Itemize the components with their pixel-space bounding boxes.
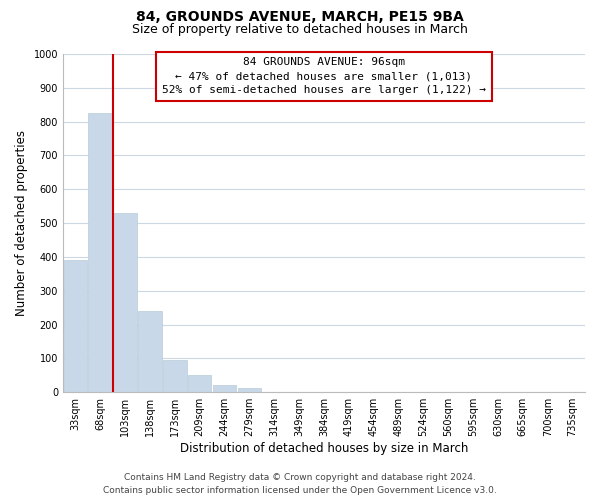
Bar bbox=[88, 112, 112, 392]
Text: 84 GROUNDS AVENUE: 96sqm
← 47% of detached houses are smaller (1,013)
52% of sem: 84 GROUNDS AVENUE: 96sqm ← 47% of detach… bbox=[162, 58, 486, 96]
Bar bbox=[163, 360, 187, 392]
Bar bbox=[238, 388, 261, 392]
Text: Contains HM Land Registry data © Crown copyright and database right 2024.
Contai: Contains HM Land Registry data © Crown c… bbox=[103, 474, 497, 495]
Bar bbox=[138, 310, 162, 392]
Text: 84, GROUNDS AVENUE, MARCH, PE15 9BA: 84, GROUNDS AVENUE, MARCH, PE15 9BA bbox=[136, 10, 464, 24]
X-axis label: Distribution of detached houses by size in March: Distribution of detached houses by size … bbox=[180, 442, 468, 455]
Bar bbox=[213, 386, 236, 392]
Bar bbox=[113, 213, 137, 392]
Y-axis label: Number of detached properties: Number of detached properties bbox=[15, 130, 28, 316]
Text: Size of property relative to detached houses in March: Size of property relative to detached ho… bbox=[132, 22, 468, 36]
Bar bbox=[188, 374, 211, 392]
Bar bbox=[64, 260, 87, 392]
